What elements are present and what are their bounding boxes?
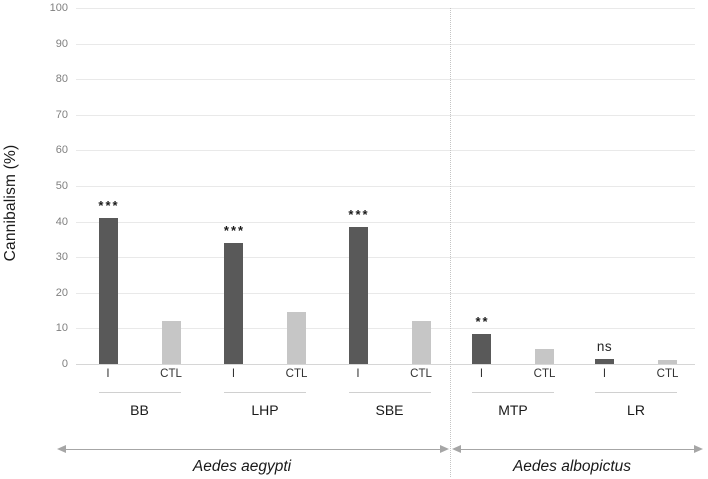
arrowhead-left-icon <box>452 445 461 453</box>
bar-infected <box>348 227 368 364</box>
condition-label: CTL <box>656 368 679 380</box>
bar-infected <box>472 334 491 364</box>
bar-control <box>161 321 181 364</box>
gridline-10 <box>76 328 695 330</box>
condition-label: CTL <box>160 368 182 380</box>
y-axis-title: Cannibalism (%) <box>2 144 19 262</box>
bar-control <box>411 321 431 364</box>
bar-infected <box>595 359 614 364</box>
arrowhead-right-icon <box>694 445 703 453</box>
condition-label: I <box>602 368 607 380</box>
y-tick-label: 40 <box>55 215 68 228</box>
gridline-30 <box>76 257 695 259</box>
species-label-albopictus: Aedes albopictus <box>512 458 632 475</box>
gridline-100 <box>76 8 695 9</box>
species-arrow <box>459 449 696 450</box>
group-bracket <box>472 392 554 393</box>
condition-label: CTL <box>533 368 556 380</box>
significance-label: ns <box>596 339 613 354</box>
group-label-lhp: LHP <box>251 402 279 418</box>
y-tick-label: 70 <box>55 108 68 121</box>
significance-label: *** <box>223 223 246 238</box>
y-tick-label: 80 <box>55 73 68 86</box>
group-bracket <box>98 392 181 393</box>
group-bracket <box>224 392 306 393</box>
y-tick-label: 90 <box>55 37 68 50</box>
group-label-lr: LR <box>627 402 645 418</box>
bar-infected <box>98 218 118 364</box>
condition-label: I <box>356 368 360 380</box>
bar-infected <box>224 243 243 364</box>
group-bracket <box>595 392 677 393</box>
gridline-80 <box>76 79 695 81</box>
condition-label: CTL <box>285 368 308 380</box>
y-tick-label: 10 <box>55 322 68 335</box>
condition-label: CTL <box>410 368 432 380</box>
y-tick-label: 20 <box>55 286 68 299</box>
group-label-sbe: SBE <box>375 402 404 418</box>
species-label-aegypti: Aedes aegypti <box>192 458 292 475</box>
condition-label: I <box>106 368 110 380</box>
species-divider-line <box>450 8 451 477</box>
group-label-mtp: MTP <box>498 402 528 418</box>
gridline-50 <box>76 186 695 187</box>
gridline-20 <box>76 292 695 294</box>
gridline-70 <box>76 114 695 116</box>
arrowhead-left-icon <box>57 445 66 453</box>
arrowhead-right-icon <box>440 445 449 453</box>
y-tick-label: 50 <box>55 180 68 192</box>
condition-label: I <box>231 368 236 380</box>
significance-label: *** <box>348 207 370 222</box>
gridline-60 <box>76 150 695 152</box>
species-arrow <box>64 449 442 450</box>
y-tick-label: 30 <box>55 251 68 264</box>
y-tick-label: 0 <box>61 358 68 370</box>
condition-label: I <box>479 368 484 380</box>
bar-control <box>287 312 306 364</box>
bar-control <box>535 349 554 364</box>
y-tick-label: 100 <box>49 2 68 14</box>
gridline-40 <box>76 221 695 223</box>
group-label-bb: BB <box>130 402 149 418</box>
significance-label: *** <box>98 198 120 213</box>
bar-control <box>658 360 677 364</box>
gridline-90 <box>76 43 695 45</box>
y-tick-label: 60 <box>55 144 68 157</box>
significance-label: ** <box>475 314 490 329</box>
gridline-0 <box>76 364 695 365</box>
group-bracket <box>348 392 431 393</box>
